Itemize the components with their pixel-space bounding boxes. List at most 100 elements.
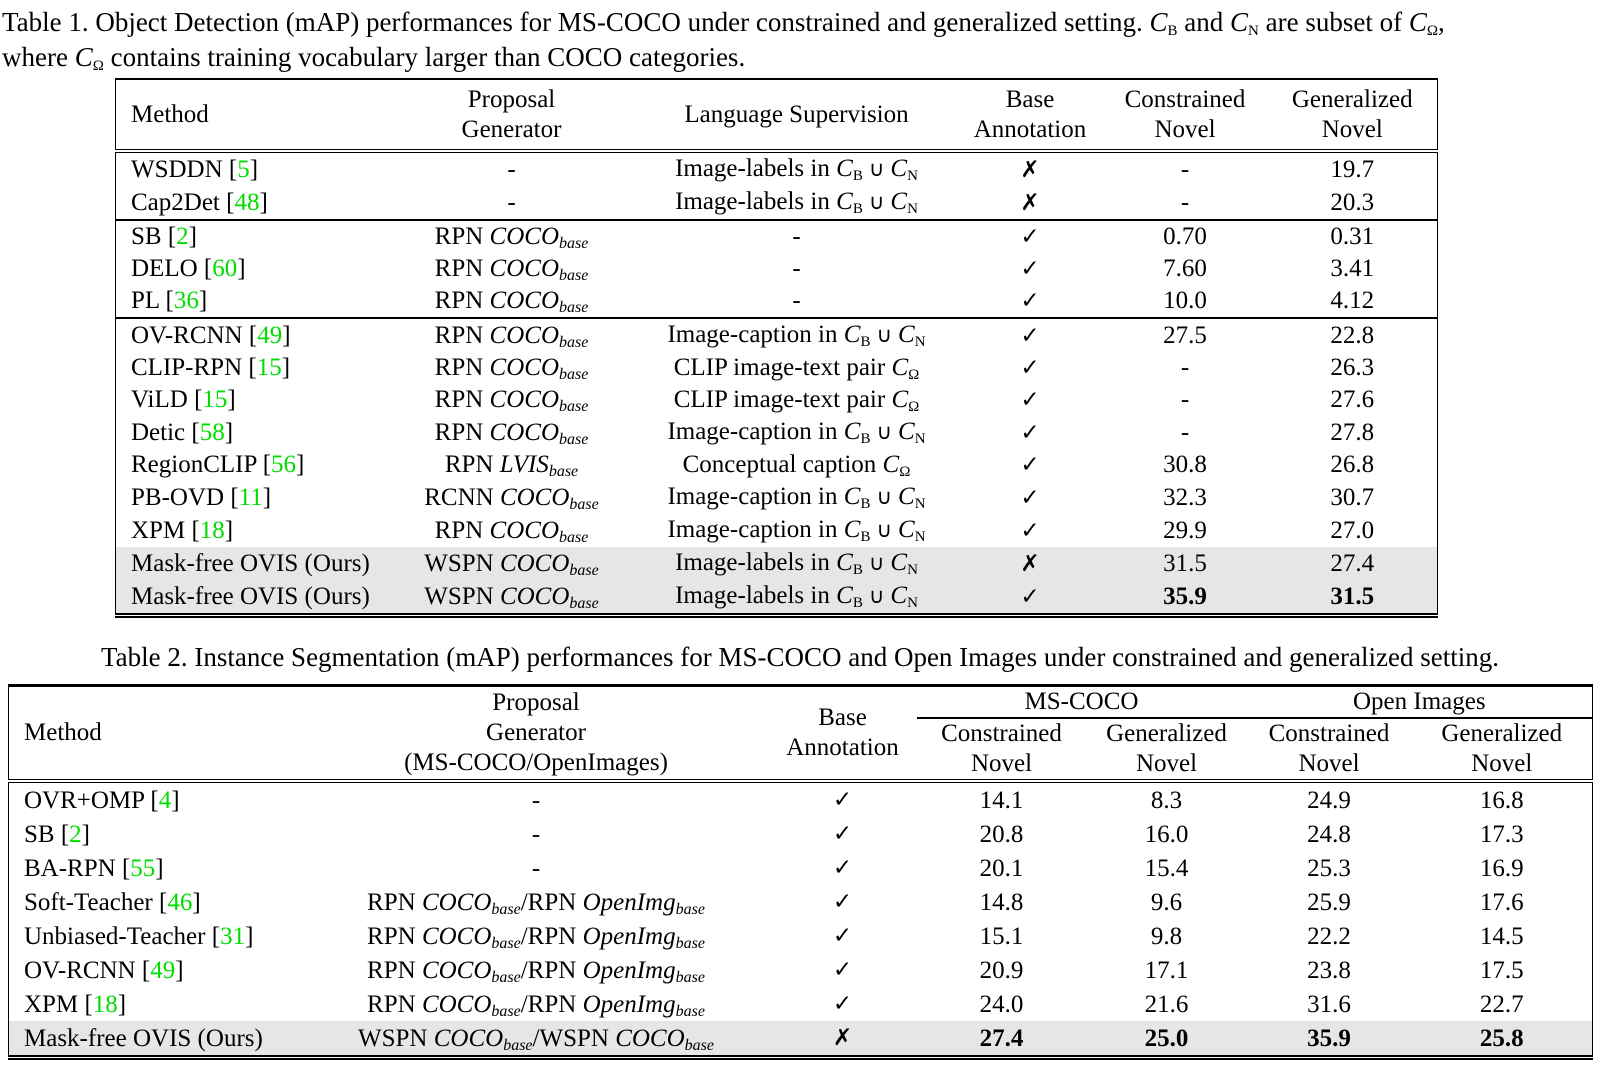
table1-body: WSDDN [5] - Image-labels in CB ∪ CN ✗ -19.7 Cap… [115,151,1438,616]
citation-number: 11 [238,483,263,511]
t2-cell-openimages-generalized-novel: 14.5 [1479,922,1524,950]
table1-row: PB-OVD [11] RCNN COCObase Image-caption in… [116,481,1438,514]
table2-row: Soft-Teacher [46] RPN COCObase/RPN OpenIm… [9,885,1593,919]
math-term: OpenImg [582,922,676,950]
table2-caption: Table 2. Instance Segmentation (mAP) per… [101,642,1499,672]
t2-cell-mscoco-constrained-novel: 15.1 [979,922,1024,950]
t2-cell-openimages-generalized-novel: 25.8 [1479,1024,1524,1052]
t1-cell-constrained-novel: 29.9 [1163,516,1207,544]
t2-cell-method: OVR+OMP [4] [24,786,180,814]
citation-number: 18 [199,516,225,544]
math-term: COCO [499,582,570,610]
set-symbol: C [898,321,915,348]
t1-cell-method: Detic [58] [131,418,234,446]
t2-cell-openimages-constrained-novel: 31.6 [1307,990,1351,1018]
t1-cell-constrained-novel: 32.3 [1163,483,1207,511]
math-term: COCO [499,549,570,577]
t1-cell-proposal-generator: RPN COCObase [387,285,636,319]
union-symbol: ∪ [868,584,885,609]
t2-cell-openimages-generalized-novel: 17.5 [1479,956,1524,984]
t1-header-method: Method [115,79,388,153]
t1-cell-method: PL [36] [115,285,388,319]
set-symbol: C [898,516,915,543]
citation-number: 56 [271,451,297,478]
t1-header-language-supervision: Language Supervision [635,79,958,153]
union-symbol: ∪ [876,518,893,543]
t2-cell-method: OV-RCNN [49] [24,956,184,984]
t2-header-mscoco-generalized-novel: Generalized Novel [1086,718,1247,783]
table2-header: Method Proposal Generator (MS-COCO/OpenI… [8,685,1593,783]
t2-cell-mscoco-constrained-novel: 14.8 [979,888,1024,916]
math-term: COCO [489,287,560,314]
set-symbol: C [836,155,853,182]
union-symbol: ∪ [876,420,893,445]
math-term: COCO [421,922,492,950]
t1-cell-generalized-novel: 4.12 [1267,285,1438,319]
citation-number: 15 [202,386,228,413]
checkmark-icon: ✓ [832,957,853,983]
table1-row: RegionCLIP [56] RPN LVISbase Conceptual ca… [116,449,1438,481]
set-symbol: C [898,483,915,510]
t2-cell-proposal-generator: RPN COCObase/RPN OpenImgbase [367,888,705,918]
t1-cell-base-annotation: ✓ [958,416,1103,449]
t1-cell-generalized-novel: 27.8 [1330,418,1375,446]
checkmark-icon: ✓ [832,821,853,847]
checkmark-icon: ✓ [832,787,853,813]
t2-cell-proposal-generator: RPN COCObase/RPN OpenImgbase [367,922,705,952]
citation-number: 48 [234,188,260,216]
t1-cell-method: ViLD [15] [131,386,236,413]
math-term: COCO [421,990,492,1018]
t1-cell-method: Cap2Det [48] [115,186,388,221]
t2-group-openimages: Open Images [1246,685,1593,719]
t2-cell-base-annotation: ✓ [769,851,917,885]
t2-cell-method: SB [2] [24,820,90,848]
set-symbol: C [890,188,908,215]
t1-cell-language-supervision: Image-labels in CB ∪ CN [635,186,958,221]
table2-body: OVR+OMP [4] - ✓ 14.1 8.3 24.9 16.8 SB [2] - ✓ 20.8… [8,781,1593,1058]
set-symbol: C [890,549,908,576]
t1-cell-constrained-novel: - [1102,186,1268,221]
t2-header-mscoco-constrained-novel: Constrained Novel [916,718,1087,783]
t1-cell-constrained-novel: 31.5 [1163,549,1207,577]
union-symbol: ∪ [876,485,893,510]
t1-cell-constrained-novel: 27.5 [1163,321,1207,349]
t1-cell-language-supervision: Image-caption in CB ∪ CN [667,516,926,545]
t1-cell-constrained-novel: 35.9 [1163,582,1207,610]
t2-cell-openimages-constrained-novel: 25.3 [1307,854,1351,882]
t1-cell-generalized-novel: 26.8 [1330,451,1375,478]
citation-number: 49 [257,321,283,349]
citation-number: 58 [199,418,225,446]
t2-cell-mscoco-generalized-novel: 21.6 [1144,990,1189,1018]
table2-row: BA-RPN [55] - ✓ 20.1 15.4 25.3 16.9 [9,851,1593,885]
set-symbol: C [843,516,861,543]
math-term: COCO [489,255,560,282]
checkmark-icon: ✓ [1020,224,1040,250]
citation-number: 46 [167,888,193,916]
t2-cell-openimages-constrained-novel: 24.8 [1307,820,1351,848]
t1-cell-method: CLIP-RPN [15] [131,354,291,381]
set-symbol: C [843,418,861,445]
t2-cell-proposal-generator: RPN COCObase/RPN OpenImgbase [367,956,705,986]
t2-cell-openimages-constrained-novel: 24.9 [1307,786,1351,814]
t1-cell-proposal-generator: WSPN COCObase [424,582,599,612]
checkmark-icon: ✓ [832,889,853,915]
table1-row: ViLD [15] RPN COCObase CLIP image-text pai… [116,384,1438,416]
checkmark-icon: ✓ [1020,517,1040,544]
t2-cell-base-annotation: ✓ [769,919,917,953]
t1-cell-method: PB-OVD [11] [131,483,272,511]
t2-cell-base-annotation: ✗ [769,1021,917,1058]
t1-cell-base-annotation: ✓ [958,384,1103,416]
t2-cell-openimages-generalized-novel: 22.7 [1479,990,1524,1018]
union-symbol: ∪ [868,157,885,182]
table2-row: SB [2] - ✓ 20.8 16.0 24.8 17.3 [9,817,1593,851]
math-term: COCO [433,1024,504,1052]
table1-row: CLIP-RPN [15] RPN COCObase CLIP image-text… [116,352,1438,384]
t2-cell-base-annotation: ✓ [769,781,917,817]
t2-cell-openimages-generalized-novel: 17.6 [1479,888,1524,916]
table1-row: PL [36] RPN COCObase - ✓ 10.0 4.12 [115,285,1438,319]
t1-cell-language-supervision: Image-labels in CB ∪ CN [675,582,918,611]
table1-row: Mask-free OVIS (Ours) WSPN COCObase Image-… [115,547,1438,580]
checkmark-icon: ✓ [1020,288,1040,314]
t2-cell-mscoco-generalized-novel: 16.0 [1144,820,1189,848]
